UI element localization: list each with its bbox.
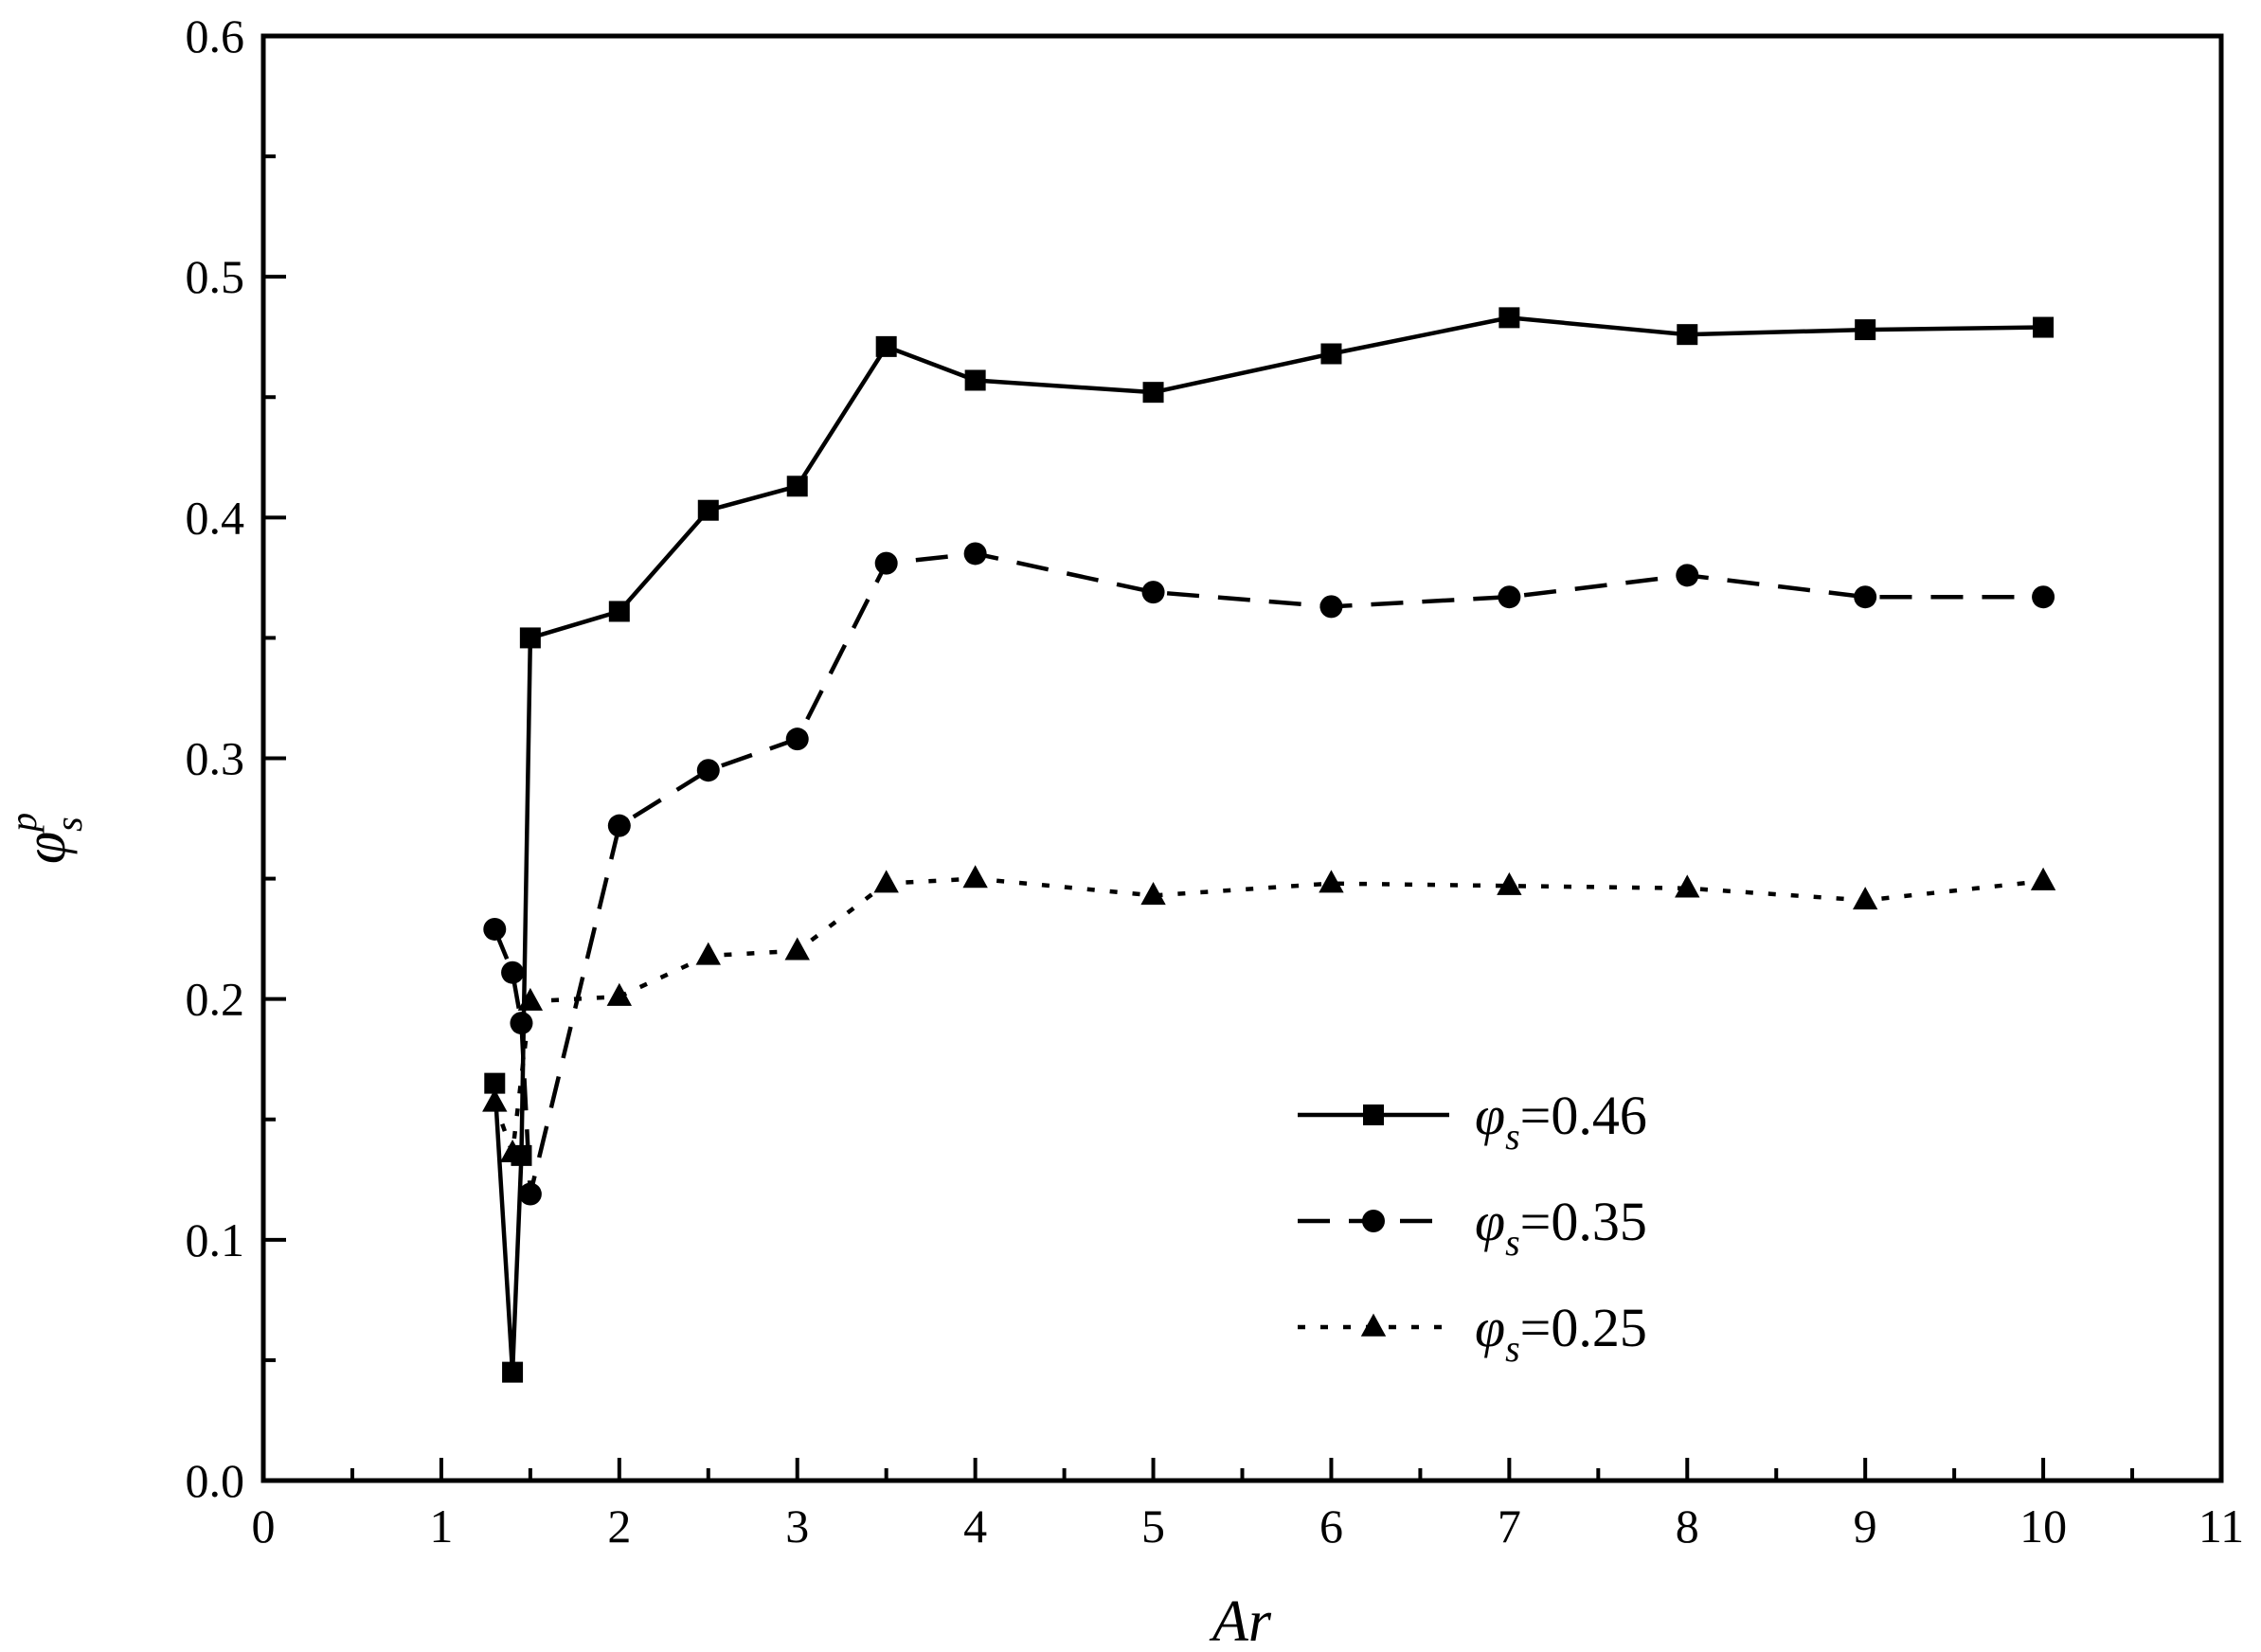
data-point bbox=[963, 542, 987, 566]
y-tick-label: 0.2 bbox=[186, 973, 245, 1026]
data-point bbox=[964, 369, 986, 391]
data-point bbox=[1855, 319, 1876, 341]
data-point bbox=[962, 865, 988, 889]
data-point bbox=[875, 335, 897, 357]
data-point bbox=[1362, 1210, 1385, 1232]
legend-label: φs=0.46 bbox=[1475, 1085, 1647, 1158]
data-point bbox=[519, 627, 541, 649]
data-point bbox=[1320, 343, 1342, 365]
data-point bbox=[1319, 595, 1343, 619]
data-point bbox=[1319, 870, 1344, 893]
data-point bbox=[517, 987, 544, 1011]
x-tick-label: 8 bbox=[1676, 1499, 1699, 1553]
data-point bbox=[608, 601, 630, 622]
data-point bbox=[499, 1140, 526, 1163]
data-point bbox=[606, 982, 633, 1006]
data-point bbox=[697, 499, 719, 521]
series-line bbox=[493, 876, 2044, 1156]
data-point bbox=[784, 937, 810, 961]
data-point bbox=[2033, 316, 2055, 338]
series-line bbox=[493, 551, 2044, 1196]
y-axis-title-text: φps bbox=[2, 813, 90, 864]
data-point bbox=[1141, 581, 1165, 604]
legend-label: φs=0.25 bbox=[1475, 1297, 1647, 1370]
data-point bbox=[482, 1088, 508, 1112]
legend: φs=0.46 φs=0.35 φs=0.25 bbox=[1298, 1085, 1647, 1370]
data-point bbox=[696, 759, 720, 782]
plot-frame bbox=[260, 33, 2224, 1483]
data-point bbox=[1363, 1104, 1384, 1125]
x-tick-label: 3 bbox=[785, 1499, 809, 1553]
data-point bbox=[1497, 871, 1522, 895]
legend-label: φs=0.35 bbox=[1475, 1191, 1647, 1264]
data-point bbox=[502, 1361, 524, 1383]
x-tick-label: 2 bbox=[607, 1499, 631, 1553]
data-point bbox=[1140, 882, 1166, 906]
data-point bbox=[1498, 585, 1521, 609]
series-line bbox=[493, 315, 2044, 1374]
legend-entry-1: φs=0.46 bbox=[1298, 1085, 1647, 1158]
data-point bbox=[510, 1012, 533, 1035]
y-tick-label: 0.0 bbox=[186, 1454, 245, 1507]
data-point bbox=[873, 870, 899, 893]
x-axis-title: Ar bbox=[1209, 1589, 1272, 1652]
x-tick-label: 9 bbox=[1854, 1499, 1877, 1553]
x-tick-label: 0 bbox=[252, 1499, 276, 1553]
data-point bbox=[1498, 307, 1520, 329]
series-layer bbox=[482, 307, 2056, 1383]
data-point bbox=[695, 942, 721, 965]
series-1 bbox=[484, 307, 2055, 1383]
data-point bbox=[483, 917, 507, 941]
x-tick-label: 11 bbox=[2198, 1499, 2244, 1553]
data-point bbox=[484, 1072, 506, 1094]
data-point bbox=[2032, 585, 2055, 609]
data-point bbox=[607, 814, 631, 837]
x-tick-label: 1 bbox=[429, 1499, 453, 1553]
y-tick-label: 0.3 bbox=[186, 732, 245, 785]
y-tick-label: 0.6 bbox=[186, 9, 245, 63]
data-point bbox=[2030, 867, 2056, 890]
data-point bbox=[1360, 1313, 1387, 1337]
x-tick-label: 6 bbox=[1319, 1499, 1343, 1553]
y-axis-title: φps bbox=[2, 813, 90, 864]
data-point bbox=[501, 961, 525, 984]
legend-entry-2: φs=0.35 bbox=[1298, 1191, 1647, 1264]
data-point bbox=[786, 476, 808, 497]
data-point bbox=[1677, 324, 1698, 346]
y-tick-label: 0.4 bbox=[186, 491, 245, 544]
data-point bbox=[1852, 887, 1878, 910]
y-tick-label: 0.1 bbox=[186, 1213, 245, 1266]
series-3 bbox=[482, 865, 2056, 1163]
data-point bbox=[1675, 874, 1700, 898]
x-tick-label: 4 bbox=[963, 1499, 987, 1553]
x-tick-label: 10 bbox=[2019, 1499, 2067, 1553]
axis-ticks: 0 1 2 3 4 5 6 7 8 9 10 11 0.0 0.1 0.2 0.3 0.4 0.5 0.6 bbox=[186, 9, 2245, 1553]
x-tick-label: 5 bbox=[1141, 1499, 1165, 1553]
plot-area bbox=[260, 33, 2224, 1483]
data-point bbox=[874, 551, 898, 575]
x-tick-label: 7 bbox=[1498, 1499, 1521, 1553]
legend-entry-3: φs=0.25 bbox=[1298, 1297, 1647, 1370]
data-point bbox=[785, 727, 809, 751]
data-point bbox=[1142, 382, 1164, 404]
data-point bbox=[518, 1182, 542, 1206]
data-point bbox=[1676, 564, 1699, 587]
series-2 bbox=[483, 542, 2055, 1206]
y-tick-label: 0.5 bbox=[186, 250, 245, 303]
data-point bbox=[1854, 585, 1877, 609]
